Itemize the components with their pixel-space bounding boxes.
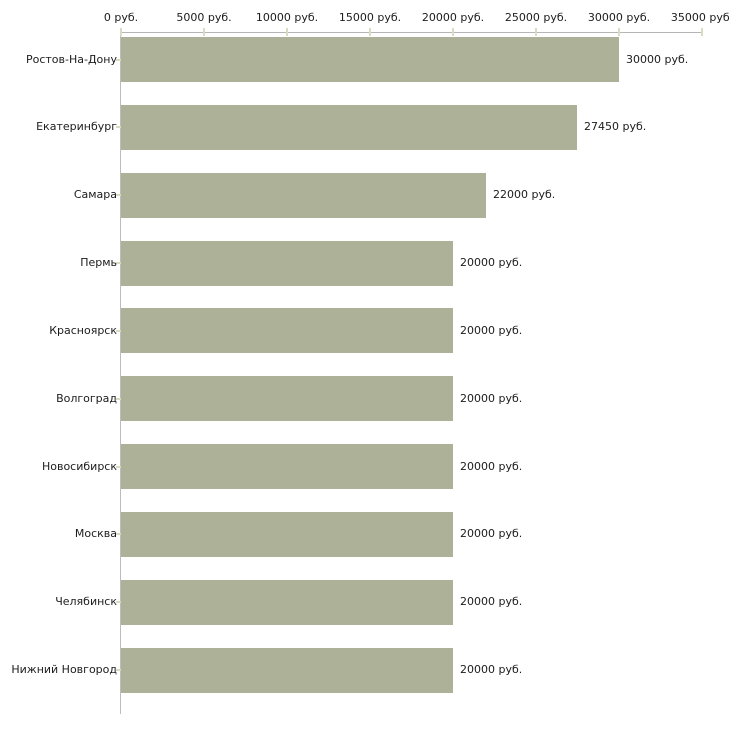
x-axis-tick: [452, 28, 454, 36]
bar: [121, 37, 619, 82]
y-axis-line: [120, 32, 121, 714]
category-label: Новосибирск: [41, 459, 117, 473]
category-label: Самара: [73, 188, 117, 202]
bar: [121, 444, 453, 490]
x-axis-tick-label: 10000 руб.: [255, 11, 319, 24]
category-tick: [116, 465, 121, 468]
category-label: Москва: [74, 527, 117, 541]
bar: [121, 579, 453, 625]
value-label: 20000 руб.: [460, 256, 523, 270]
category-tick: [116, 601, 121, 604]
bar: [121, 308, 453, 354]
category-tick: [116, 58, 121, 61]
value-label: 20000 руб.: [460, 527, 523, 541]
x-axis-tick: [369, 28, 371, 36]
bar: [121, 376, 453, 422]
x-axis-tick: [618, 28, 620, 36]
x-axis-tick-label: 25000 руб.: [504, 11, 568, 24]
x-axis-line: [121, 32, 702, 33]
category-tick: [116, 533, 121, 536]
category-label: Екатеринбург: [36, 120, 117, 134]
value-label: 20000 руб.: [460, 391, 523, 405]
x-axis-tick-label: 15000 руб.: [338, 11, 402, 24]
bar: [121, 240, 453, 286]
value-label: 20000 руб.: [460, 595, 523, 609]
bar: [121, 104, 577, 150]
category-label: Волгоград: [56, 391, 117, 405]
bar: [121, 647, 453, 693]
x-axis-tick-label: 20000 руб.: [421, 11, 485, 24]
x-axis-tick: [535, 28, 537, 36]
category-tick: [116, 126, 121, 129]
x-axis-tick-label: 35000 руб.: [670, 11, 730, 24]
value-label: 20000 руб.: [460, 323, 523, 337]
category-label: Красноярск: [49, 323, 117, 337]
category-label: Нижний Новгород: [11, 663, 117, 677]
category-tick: [116, 397, 121, 400]
value-label: 20000 руб.: [460, 663, 523, 677]
value-label: 20000 руб.: [460, 459, 523, 473]
category-label: Ростов-На-Дону: [25, 52, 117, 66]
x-axis-tick-label: 30000 руб.: [587, 11, 651, 24]
category-tick: [116, 262, 121, 265]
category-label: Пермь: [80, 256, 117, 270]
bar: [121, 172, 486, 218]
bar: [121, 511, 453, 557]
category-label: Челябинск: [55, 595, 117, 609]
x-axis-tick: [701, 28, 703, 36]
category-tick: [116, 329, 121, 332]
x-axis-tick-label: 0 руб.: [103, 11, 139, 24]
x-axis-tick-label: 5000 руб.: [176, 11, 232, 24]
value-label: 22000 руб.: [493, 188, 556, 202]
x-axis-tick: [286, 28, 288, 36]
x-axis-tick: [203, 28, 205, 36]
category-tick: [116, 669, 121, 672]
value-label: 27450 руб.: [584, 120, 647, 134]
x-axis-tick: [120, 28, 122, 36]
value-label: 30000 руб.: [626, 52, 689, 66]
category-tick: [116, 194, 121, 197]
